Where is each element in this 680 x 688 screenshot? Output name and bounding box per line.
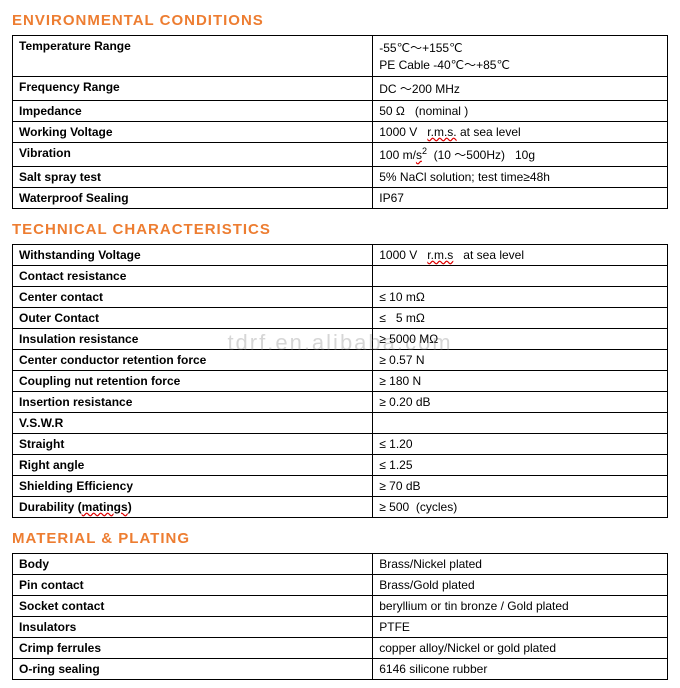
spec-value: 100 m/s2 (10 ～500Hz) 10g [373,143,668,167]
table-row: V.S.W.R [13,413,668,434]
spec-value: 1000 V r.m.s. at sea level [373,122,668,143]
table-row: Insulation resistance≥ 5000 MΩ [13,329,668,350]
spec-value: ≥ 0.20 dB [373,392,668,413]
table-row: Durability (matings)≥ 500 (cycles) [13,497,668,518]
table-row: Right angle≤ 1.25 [13,455,668,476]
spec-value: DC ～200 MHz [373,77,668,101]
table-row: Vibration100 m/s2 (10 ～500Hz) 10g [13,143,668,167]
tbody-tech: Withstanding Voltage1000 V r.m.s at sea … [13,245,668,518]
spec-label: O-ring sealing [13,659,373,680]
spec-value: ≥ 5000 MΩ [373,329,668,350]
table-row: O-ring sealing6146 silicone rubber [13,659,668,680]
tbody-env: Temperature Range-55℃～+155℃PE Cable -40℃… [13,36,668,209]
table-row: Impedance50 Ω (nominal ) [13,101,668,122]
spec-value: ≥ 0.57 N [373,350,668,371]
spec-value: PTFE [373,617,668,638]
spec-value: ≥ 500 (cycles) [373,497,668,518]
spec-label: Coupling nut retention force [13,371,373,392]
spec-value: ≤ 1.20 [373,434,668,455]
spec-label: Shielding Efficiency [13,476,373,497]
spec-value: copper alloy/Nickel or gold plated [373,638,668,659]
table-row: InsulatorsPTFE [13,617,668,638]
spec-label: Frequency Range [13,77,373,101]
spec-value: 5% NaCl solution; test time≥48h [373,167,668,188]
table-row: Outer Contact≤ 5 mΩ [13,308,668,329]
spec-label: Salt spray test [13,167,373,188]
spec-value: IP67 [373,188,668,209]
spec-label: Socket contact [13,596,373,617]
spec-value: -55℃～+155℃PE Cable -40℃～+85℃ [373,36,668,77]
spec-value: Brass/Nickel plated [373,554,668,575]
spec-value: beryllium or tin bronze / Gold plated [373,596,668,617]
spec-value: ≤ 5 mΩ [373,308,668,329]
spec-label: Center conductor retention force [13,350,373,371]
spec-label: Straight [13,434,373,455]
table-row: Contact resistance [13,266,668,287]
spec-label: Insertion resistance [13,392,373,413]
table-row: Frequency RangeDC ～200 MHz [13,77,668,101]
table-row: Shielding Efficiency≥ 70 dB [13,476,668,497]
spec-label: Crimp ferrules [13,638,373,659]
spec-value: 1000 V r.m.s at sea level [373,245,668,266]
spec-value: ≥ 70 dB [373,476,668,497]
table-row: Pin contactBrass/Gold plated [13,575,668,596]
spec-label: Pin contact [13,575,373,596]
spec-label: Impedance [13,101,373,122]
table-row: Insertion resistance≥ 0.20 dB [13,392,668,413]
table-env: Temperature Range-55℃～+155℃PE Cable -40℃… [12,35,668,209]
spec-label: Contact resistance [13,266,373,287]
table-row: Working Voltage1000 V r.m.s. at sea leve… [13,122,668,143]
table-row: Socket contactberyllium or tin bronze / … [13,596,668,617]
spec-label: Insulation resistance [13,329,373,350]
section-heading-tech: TECHNICAL CHARACTERISTICS [12,221,668,238]
spec-value: 6146 silicone rubber [373,659,668,680]
spec-value [373,413,668,434]
spec-label: Vibration [13,143,373,167]
table-row: Center conductor retention force≥ 0.57 N [13,350,668,371]
table-row: Coupling nut retention force≥ 180 N [13,371,668,392]
spec-value: ≤ 10 mΩ [373,287,668,308]
spec-label: Center contact [13,287,373,308]
spec-label: Durability (matings) [13,497,373,518]
table-row: Waterproof SealingIP67 [13,188,668,209]
spec-label: V.S.W.R [13,413,373,434]
spec-label: Waterproof Sealing [13,188,373,209]
table-row: Withstanding Voltage1000 V r.m.s at sea … [13,245,668,266]
section-heading-mat: MATERIAL & PLATING [12,530,668,547]
spec-value [373,266,668,287]
table-row: Center contact≤ 10 mΩ [13,287,668,308]
spec-value: 50 Ω (nominal ) [373,101,668,122]
spec-label: Right angle [13,455,373,476]
spec-value: ≥ 180 N [373,371,668,392]
table-row: BodyBrass/Nickel plated [13,554,668,575]
table-row: Salt spray test5% NaCl solution; test ti… [13,167,668,188]
spec-label: Working Voltage [13,122,373,143]
table-row: Temperature Range-55℃～+155℃PE Cable -40℃… [13,36,668,77]
table-row: Straight≤ 1.20 [13,434,668,455]
table-row: Crimp ferrulescopper alloy/Nickel or gol… [13,638,668,659]
tbody-mat: BodyBrass/Nickel platedPin contactBrass/… [13,554,668,680]
table-tech: Withstanding Voltage1000 V r.m.s at sea … [12,244,668,518]
spec-label: Temperature Range [13,36,373,77]
table-mat: BodyBrass/Nickel platedPin contactBrass/… [12,553,668,680]
spec-value: ≤ 1.25 [373,455,668,476]
section-heading-env: ENVIRONMENTAL CONDITIONS [12,12,668,29]
spec-label: Withstanding Voltage [13,245,373,266]
spec-value: Brass/Gold plated [373,575,668,596]
spec-label: Insulators [13,617,373,638]
spec-label: Outer Contact [13,308,373,329]
spec-label: Body [13,554,373,575]
